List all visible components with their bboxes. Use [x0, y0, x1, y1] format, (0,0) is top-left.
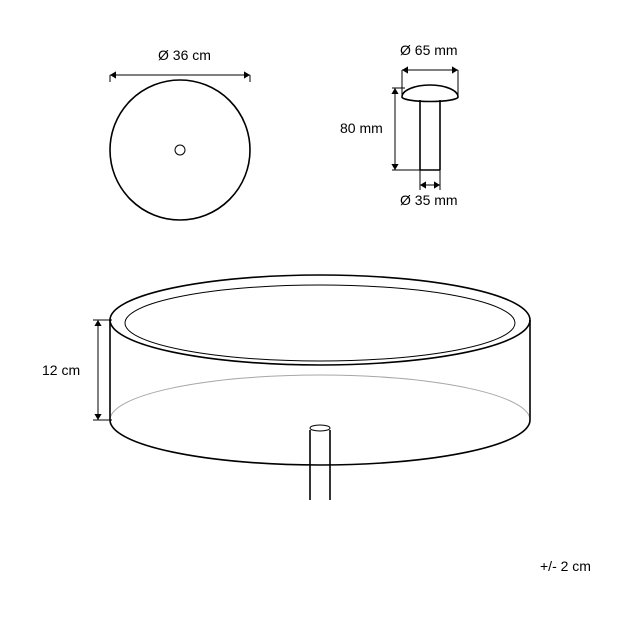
dimension-diagram — [0, 0, 620, 620]
label-basin-height: 12 cm — [42, 362, 80, 378]
label-drain-bot-dia: Ø 35 mm — [400, 192, 458, 208]
label-drain-height: 80 mm — [340, 120, 383, 136]
label-drain-top-dia: Ø 65 mm — [400, 42, 458, 58]
label-top-diameter: Ø 36 cm — [158, 47, 211, 63]
label-tolerance: +/- 2 cm — [540, 558, 591, 574]
